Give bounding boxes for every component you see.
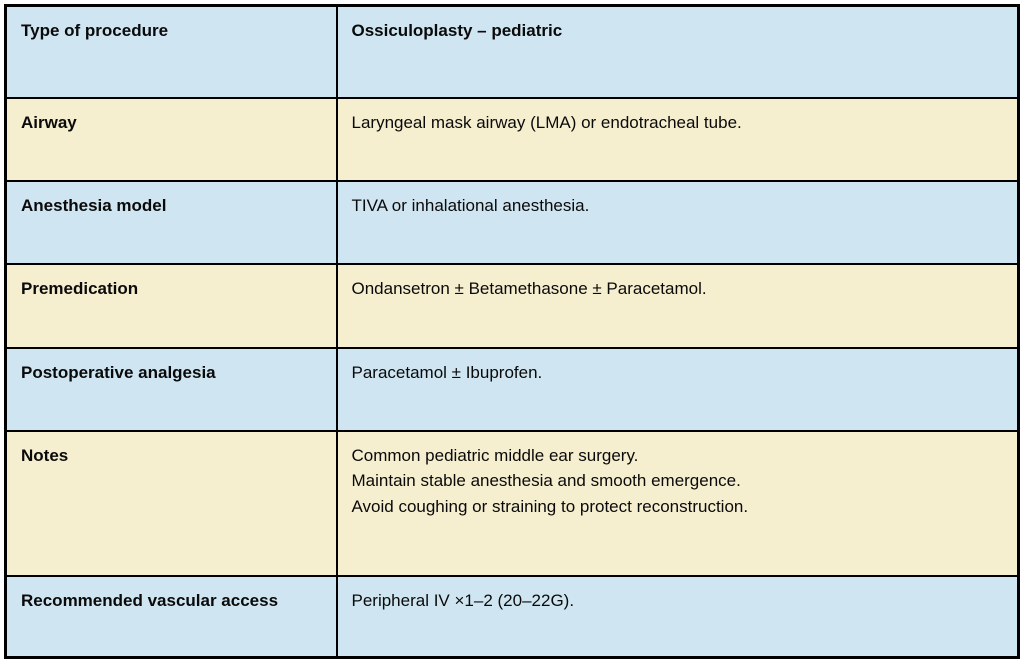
procedure-reference-card: Type of procedure Ossiculoplasty – pedia…	[4, 3, 1020, 660]
table-row: Premedication Ondansetron ± Betamethason…	[4, 263, 1020, 349]
row-value-cell: Common pediatric middle ear surgery. Mai…	[335, 429, 1020, 578]
table-row: Airway Laryngeal mask airway (LMA) or en…	[4, 96, 1020, 183]
row-value-cell: Paracetamol ± Ibuprofen.	[335, 346, 1020, 432]
row-label-cell: Recommended vascular access	[4, 575, 338, 660]
row-label-cell: Type of procedure	[4, 3, 338, 99]
note-line: Avoid coughing or straining to protect r…	[351, 496, 749, 516]
row-label: Recommended vascular access	[21, 591, 279, 611]
row-label: Postoperative analgesia	[21, 362, 216, 382]
row-value-cell: Peripheral IV ×1–2 (20–22G).	[335, 575, 1020, 660]
row-value: Peripheral IV ×1–2 (20–22G).	[351, 591, 575, 611]
row-label-cell: Postoperative analgesia	[4, 346, 338, 432]
row-label: Premedication	[21, 279, 139, 299]
row-label-cell: Notes	[4, 429, 338, 578]
row-label: Type of procedure	[21, 21, 169, 40]
table-row: Notes Common pediatric middle ear surger…	[4, 429, 1020, 578]
procedure-title: Ossiculoplasty – pediatric	[351, 21, 563, 40]
note-line: Common pediatric middle ear surgery.	[351, 445, 639, 465]
row-label-cell: Airway	[4, 96, 338, 183]
table-row: Postoperative analgesia Paracetamol ± Ib…	[4, 346, 1020, 432]
row-value-cell: Laryngeal mask airway (LMA) or endotrach…	[335, 96, 1020, 183]
row-label: Airway	[21, 112, 77, 132]
row-label: Notes	[21, 445, 69, 465]
table-row: Anesthesia model TIVA or inhalational an…	[4, 180, 1020, 266]
row-label: Anesthesia model	[21, 196, 167, 216]
row-label-cell: Premedication	[4, 263, 338, 349]
row-value: TIVA or inhalational anesthesia.	[351, 196, 590, 216]
row-value: Paracetamol ± Ibuprofen.	[351, 362, 543, 382]
procedure-title-cell: Ossiculoplasty – pediatric	[335, 3, 1020, 99]
row-value-cell: Ondansetron ± Betamethasone ± Paracetamo…	[335, 263, 1020, 349]
row-label-cell: Anesthesia model	[4, 180, 338, 266]
row-value: Ondansetron ± Betamethasone ± Paracetamo…	[351, 279, 707, 299]
table-row: Type of procedure Ossiculoplasty – pedia…	[4, 3, 1020, 99]
table-row: Recommended vascular access Peripheral I…	[4, 575, 1020, 660]
row-value-cell: TIVA or inhalational anesthesia.	[335, 180, 1020, 266]
row-value: Laryngeal mask airway (LMA) or endotrach…	[351, 112, 742, 132]
procedure-table: Type of procedure Ossiculoplasty – pedia…	[4, 3, 1020, 660]
note-line: Maintain stable anesthesia and smooth em…	[351, 471, 741, 491]
